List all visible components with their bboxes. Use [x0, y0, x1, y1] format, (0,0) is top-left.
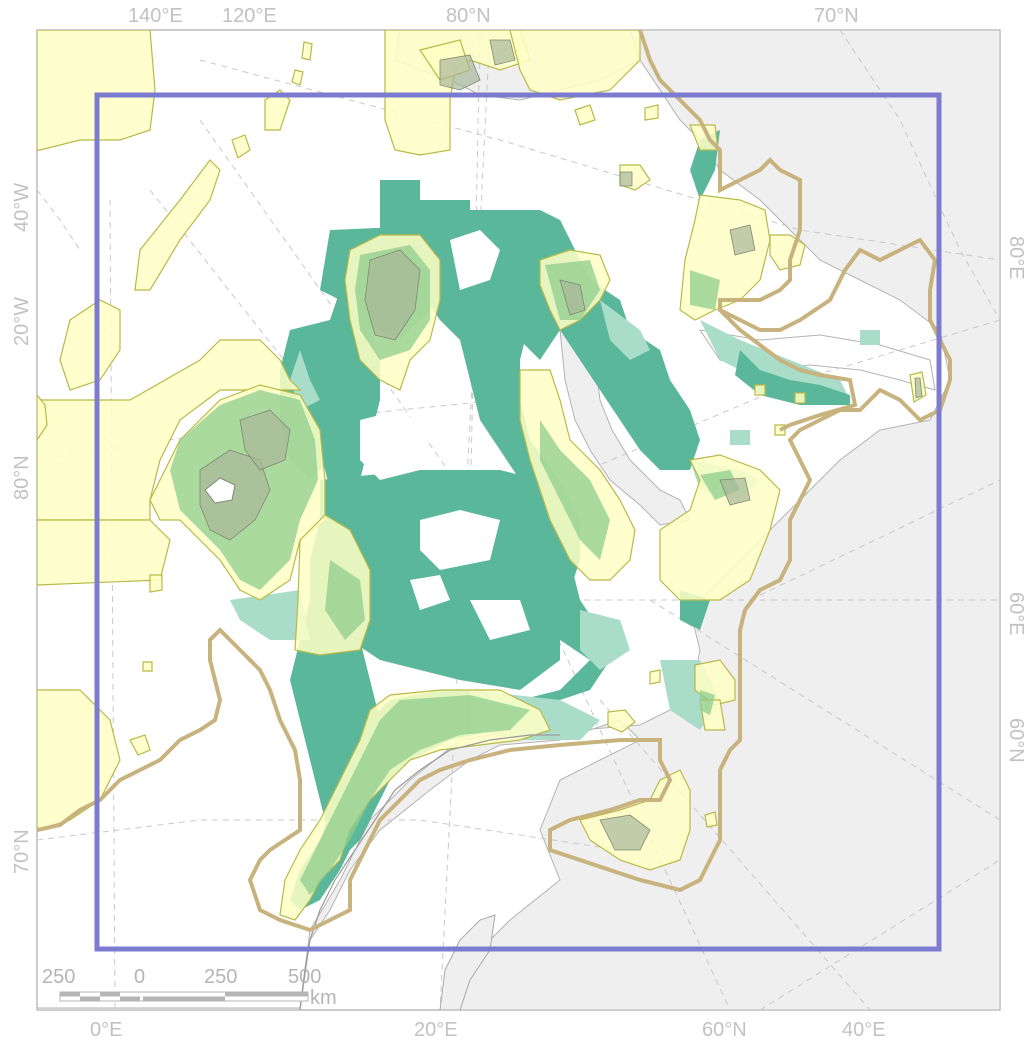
study-area-box — [94, 92, 942, 952]
label-top-1: 140°E — [128, 5, 183, 27]
label-right-3: 60°N — [1005, 718, 1027, 763]
scale-unit: km — [310, 987, 337, 1009]
label-top-4: 70°N — [814, 5, 859, 27]
label-top-2: 120°E — [222, 5, 277, 27]
label-right-1: 80°E — [1005, 236, 1027, 280]
label-left-3: 80°N — [11, 455, 33, 500]
scale-tick-2: 0 — [134, 966, 145, 988]
label-bottom-4: 40°E — [842, 1019, 886, 1041]
inland-water — [204, 477, 236, 504]
label-left-2: 20°W — [11, 297, 33, 346]
eez-boundary — [37, 30, 952, 933]
scale-tick-4: 500 — [288, 966, 321, 988]
label-bottom-2: 20°E — [414, 1019, 458, 1041]
label-left-1: 40°W — [11, 183, 33, 232]
scale-bar: 250 0 250 500 km — [42, 966, 337, 1009]
label-top-3: 80°N — [446, 5, 491, 27]
label-right-2: 60°E — [1005, 592, 1027, 636]
islands — [199, 39, 923, 851]
scale-tick-3: 250 — [204, 966, 237, 988]
label-bottom-3: 60°N — [702, 1019, 747, 1041]
land-sweden — [439, 914, 496, 1010]
label-bottom-1: 0°E — [90, 1019, 122, 1041]
label-left-4: 70°N — [11, 829, 33, 874]
scale-tick-1: 250 — [42, 966, 75, 988]
coastline — [299, 734, 560, 1010]
